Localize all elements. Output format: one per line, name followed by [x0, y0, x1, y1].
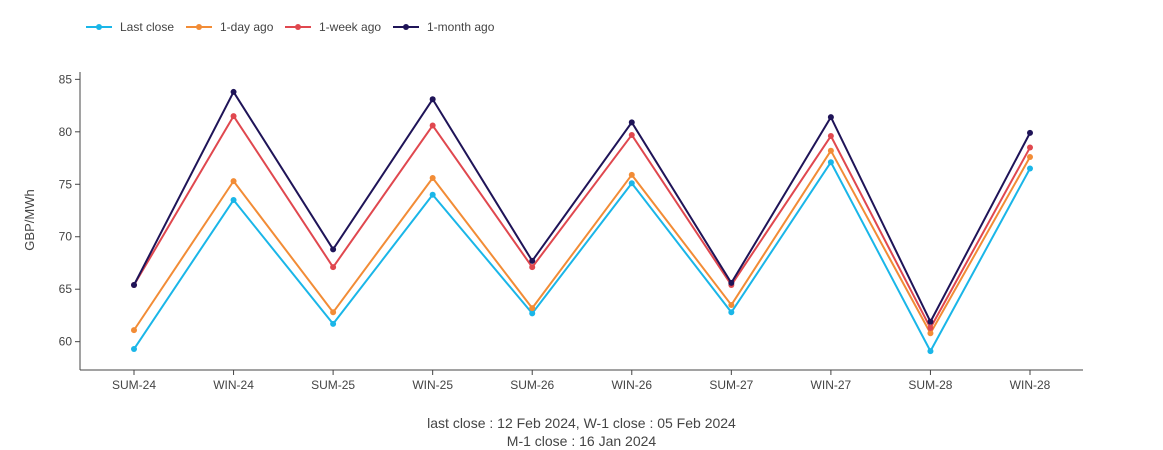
data-point [230, 197, 237, 204]
data-point [728, 279, 735, 286]
data-point [330, 309, 337, 316]
legend-item[interactable]: Last close [86, 20, 174, 34]
caption-line-1: last close : 12 Feb 2024, W-1 close : 05… [427, 415, 736, 431]
y-tick-label: 70 [59, 230, 73, 244]
data-point [827, 159, 834, 166]
series-layer [131, 88, 1033, 355]
data-point [1027, 165, 1033, 172]
data-point [429, 122, 436, 129]
data-point [827, 114, 834, 121]
caption-line-2: M-1 close : 16 Jan 2024 [506, 433, 657, 449]
data-point [429, 96, 436, 103]
data-point [330, 246, 337, 253]
legend-swatch-marker [295, 24, 301, 30]
chart-caption: last close : 12 Feb 2024, W-1 close : 05… [0, 414, 1163, 450]
legend: Last close 1-day ago 1-week ago 1-month ago [86, 20, 495, 34]
data-point [230, 113, 237, 120]
data-point [1027, 153, 1033, 160]
legend-label: 1-month ago [427, 20, 495, 34]
data-point [529, 305, 536, 312]
x-tick-label: WIN-28 [1010, 378, 1051, 392]
y-tick-label: 85 [59, 72, 73, 86]
legend-label: Last close [120, 20, 174, 34]
x-tick-label: SUM-25 [311, 378, 355, 392]
data-point [628, 119, 635, 126]
series-1-day-ago [131, 147, 1033, 337]
data-point [429, 191, 436, 198]
series-line [133, 149, 1031, 335]
series-last-close [131, 159, 1033, 355]
data-point [429, 174, 436, 181]
series-line [133, 90, 1031, 323]
data-point [628, 180, 635, 187]
data-point [1027, 144, 1033, 151]
y-tick-label: 65 [59, 282, 73, 296]
x-tick-label: SUM-28 [908, 378, 952, 392]
line-chart: Last close 1-day ago 1-week ago 1-month ago… [22, 20, 1083, 392]
data-point [827, 147, 834, 154]
legend-swatch-marker [96, 24, 102, 30]
series-line [133, 161, 1031, 353]
legend-item[interactable]: 1-week ago [285, 20, 381, 34]
data-point [927, 330, 934, 337]
x-tick-label: WIN-24 [213, 378, 254, 392]
data-point [728, 301, 735, 308]
data-point [927, 348, 934, 355]
y-axis-title: GBP/MWh [22, 189, 37, 250]
data-point [131, 346, 137, 353]
series-1-week-ago [131, 113, 1033, 332]
data-point [131, 327, 137, 334]
data-point [1027, 129, 1033, 136]
data-point [728, 309, 735, 316]
x-tick-label: WIN-26 [611, 378, 652, 392]
axes: 60 65 70 75 80 85 SUM-24 WIN-24 SUM-25 WIN-25 SUM-… [59, 72, 1083, 392]
data-point [529, 264, 536, 271]
legend-swatch-marker [403, 24, 409, 30]
data-point [628, 131, 635, 138]
y-tick-label: 75 [59, 177, 73, 191]
data-point [131, 282, 137, 289]
data-point [927, 325, 934, 332]
x-tick-label: WIN-27 [811, 378, 852, 392]
x-tick-label: SUM-26 [510, 378, 554, 392]
data-point [628, 171, 635, 178]
data-point [330, 264, 337, 271]
series-line [133, 115, 1031, 330]
x-tick-label: SUM-27 [709, 378, 753, 392]
data-point [529, 310, 536, 317]
legend-label: 1-day ago [220, 20, 274, 34]
series-1-month-ago [131, 88, 1033, 325]
legend-label: 1-week ago [319, 20, 381, 34]
x-tick-label: SUM-24 [112, 378, 156, 392]
y-tick-label: 80 [59, 125, 73, 139]
x-tick-label: WIN-25 [412, 378, 453, 392]
data-point [230, 88, 237, 95]
data-point [529, 257, 536, 264]
legend-item[interactable]: 1-day ago [186, 20, 274, 34]
legend-swatch-marker [196, 24, 202, 30]
y-tick-label: 60 [59, 335, 73, 349]
data-point [230, 178, 237, 185]
legend-item[interactable]: 1-month ago [393, 20, 495, 34]
data-point [927, 318, 934, 325]
data-point [330, 320, 337, 327]
data-point [827, 133, 834, 140]
